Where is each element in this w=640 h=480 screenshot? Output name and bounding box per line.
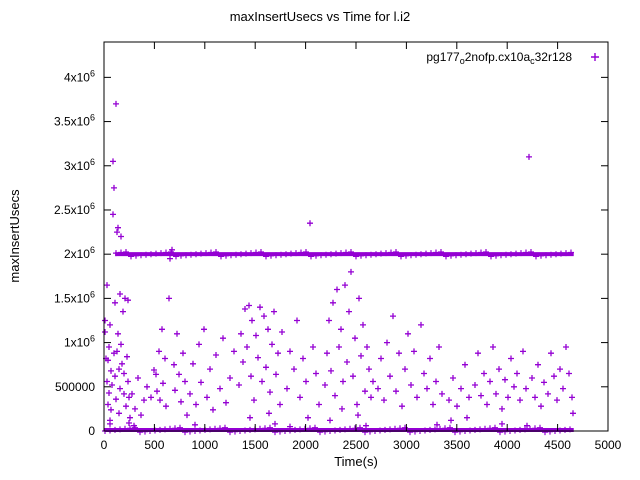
y-tick-label: 2x106 — [64, 245, 95, 261]
x-tick-label: 2000 — [292, 438, 319, 452]
x-tick-label: 5000 — [595, 438, 622, 452]
band-2e6 — [113, 249, 574, 260]
x-tick-label: 0 — [101, 438, 108, 452]
chart-title: maxInsertUsecs vs Time for l.i2 — [230, 9, 411, 24]
y-tick-label: 4x106 — [64, 68, 95, 84]
x-tick-label: 1000 — [191, 438, 218, 452]
data-points — [102, 100, 576, 430]
scatter-plus-markers — [102, 100, 576, 430]
x-tick-label: 3000 — [393, 438, 420, 452]
x-axis-label: Time(s) — [334, 454, 378, 469]
x-tick-label: 2500 — [343, 438, 370, 452]
legend: pg177o2nofp.cx10ac32r128 — [426, 50, 599, 66]
legend-marker-icon — [591, 53, 599, 61]
y-tick-label: 3x106 — [64, 157, 95, 173]
x-tick-label: 500 — [144, 438, 164, 452]
y-axis-ticks: 0 500000 1x106 1.5x106 2x106 2.5x106 3x106 3.5x… — [54, 68, 608, 438]
legend-label: pg177o2nofp.cx10ac32r128 — [426, 50, 572, 66]
y-axis-label: maxInsertUsecs — [7, 189, 22, 283]
y-tick-label: 0 — [88, 424, 95, 438]
y-tick-label: 500000 — [55, 380, 95, 394]
y-tick-label: 1.5x106 — [54, 289, 95, 305]
x-tick-label: 4000 — [494, 438, 521, 452]
y-tick-label: 3.5x106 — [54, 113, 95, 129]
x-tick-label: 4500 — [544, 438, 571, 452]
y-tick-label: 1x106 — [64, 334, 95, 350]
x-axis-ticks: 0 500 1000 1500 2000 2500 3000 3500 4000 4500 5000 — [101, 42, 622, 452]
x-tick-label: 3500 — [443, 438, 470, 452]
x-tick-label: 1500 — [242, 438, 269, 452]
y-tick-label: 2.5x106 — [54, 201, 95, 217]
